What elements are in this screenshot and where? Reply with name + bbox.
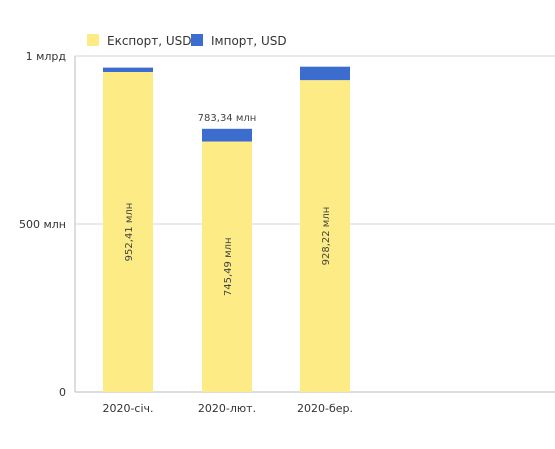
legend-label-1: Імпорт, USD (211, 34, 287, 48)
bar-0-2 (300, 80, 350, 393)
x-tick-label-2: 2020-бер. (297, 402, 353, 415)
x-axis-ticks: 2020-січ. 2020-лют. 2020-бер. (102, 402, 353, 415)
legend: Експорт, USD Імпорт, USD (87, 34, 287, 48)
bar-0-0 (103, 71, 153, 393)
bar-inside-label-1: 745,49 млн (223, 237, 234, 296)
y-tick-label-1: 500 млн (19, 218, 66, 231)
legend-swatch-1 (191, 34, 203, 46)
bar-1-0 (103, 67, 153, 72)
legend-swatch-0 (87, 34, 99, 46)
bar-top-label-1: 783,34 млн (198, 113, 257, 124)
x-tick-label-0: 2020-січ. (102, 402, 153, 415)
legend-label-0: Експорт, USD (107, 34, 192, 48)
y-axis-ticks: 0 500 млн 1 млрд (19, 50, 66, 399)
bar-0-1 (202, 141, 252, 392)
bar-inside-label-2: 928,22 млн (321, 207, 332, 266)
y-tick-label-0: 0 (59, 386, 66, 399)
x-tick-label-1: 2020-лют. (198, 402, 256, 415)
bar-1-2 (300, 66, 350, 81)
bar-inside-label-0: 952,41 млн (124, 203, 135, 262)
bar-1-1 (202, 128, 252, 142)
bars: 952,41 млн 745,49 млн 783,34 млн 928,22 млн (103, 66, 350, 393)
y-tick-label-2: 1 млрд (26, 50, 67, 63)
